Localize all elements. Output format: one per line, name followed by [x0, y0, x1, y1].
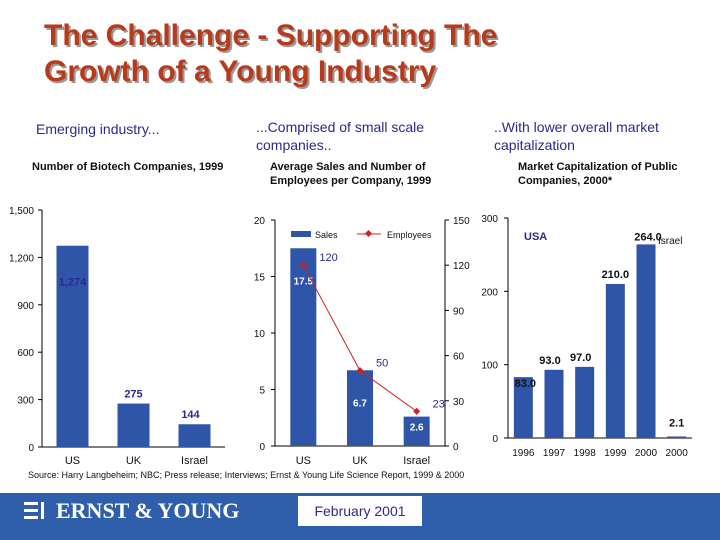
data-label: 275 — [124, 389, 142, 401]
y-right-tick-label: 0 — [453, 442, 459, 453]
bar-sales — [403, 416, 430, 446]
data-label: 97.0 — [570, 352, 591, 364]
y-tick-label: 300 — [481, 214, 498, 225]
y-right-tick-label: 120 — [453, 261, 470, 272]
point-employees — [356, 367, 364, 375]
data-label: 83.0 — [515, 378, 536, 390]
logo-mark-icon — [24, 502, 44, 519]
x-tick-label: 2000 — [666, 448, 689, 459]
y-right-tick-label: 30 — [453, 397, 465, 408]
bar — [513, 377, 533, 438]
y-tick-label: 100 — [481, 361, 498, 372]
y-tick-label: 600 — [17, 348, 34, 359]
panel-1-subheading: Number of Biotech Companies, 1999 — [32, 161, 224, 173]
y-right-tick-label: 150 — [453, 216, 470, 227]
data-label: 1,274 — [59, 277, 87, 289]
y-left-tick-label: 0 — [259, 442, 265, 453]
x-tick-label: 2000 — [635, 448, 658, 459]
x-tick-label: 1999 — [604, 448, 627, 459]
x-tick-label: 1996 — [512, 448, 535, 459]
y-left-tick-label: 15 — [254, 273, 266, 284]
y-tick-label: 1,500 — [9, 206, 34, 217]
panel-3-heading: ..With lower overall market capitalizati… — [494, 119, 659, 153]
panel-2-heading: ...Comprised of small scale companies.. — [256, 119, 425, 153]
x-tick-label: UK — [352, 455, 368, 467]
legend-marker-employees — [364, 229, 373, 238]
x-tick-label: 1998 — [574, 448, 597, 459]
x-tick-label: US — [65, 455, 80, 467]
x-tick-label: 1997 — [543, 448, 566, 459]
x-tick-label: UK — [126, 455, 142, 467]
panel-1-heading: Emerging industry... — [36, 121, 160, 137]
bar — [667, 436, 687, 438]
bar — [178, 424, 211, 447]
source-note: Source: Harry Langbeheim; NBC; Press rel… — [28, 470, 465, 480]
data-label: 2.1 — [669, 417, 684, 429]
y-tick-label: 0 — [492, 434, 498, 445]
point-employees — [413, 407, 421, 415]
title-line-1: The Challenge - Supporting The — [44, 19, 498, 52]
data-label-employees: 50 — [376, 358, 388, 370]
data-label: 93.0 — [539, 355, 560, 367]
chart-sales-employees: 0 5 10 15 20 0 30 60 90 120 150 Sales Employees US 17.… — [254, 216, 470, 467]
data-label-sales: 6.7 — [353, 398, 367, 409]
data-label: 144 — [181, 409, 200, 421]
y-right-tick-label: 90 — [453, 306, 465, 317]
logo-text: ERNST & YOUNG — [56, 498, 240, 523]
legend-label-sales: Sales — [315, 230, 338, 240]
bar — [575, 366, 595, 438]
group-label-israel: Israel — [658, 236, 682, 247]
data-label-sales: 17.5 — [294, 276, 314, 287]
bar — [636, 244, 656, 438]
bar — [117, 403, 150, 447]
data-label: 210.0 — [602, 269, 630, 281]
y-left-tick-label: 5 — [259, 386, 265, 397]
panel-3-subheading: Market Capitalization of Public Companie… — [518, 161, 678, 187]
y-left-tick-label: 10 — [254, 329, 266, 340]
bar — [544, 369, 564, 438]
y-tick-label: 300 — [17, 396, 34, 407]
x-tick-label: Israel — [181, 455, 208, 467]
bar — [605, 284, 625, 438]
panel-2-subheading: Average Sales and Number of Employees pe… — [270, 161, 432, 187]
data-label: 264.0 — [634, 231, 662, 243]
y-tick-label: 1,200 — [9, 253, 34, 264]
legend-label-employees: Employees — [387, 230, 432, 240]
x-tick-label: Israel — [403, 455, 430, 467]
y-tick-label: 200 — [481, 287, 498, 298]
bar — [56, 245, 89, 447]
y-left-tick-label: 20 — [254, 216, 266, 227]
bar-sales — [347, 370, 373, 446]
y-tick-label: 900 — [17, 301, 34, 312]
company-logo: ERNST & YOUNG — [24, 496, 239, 526]
data-label-sales: 2.6 — [410, 423, 424, 434]
y-right-tick-label: 60 — [453, 352, 465, 363]
title-line-2: Growth of a Young Industry — [44, 55, 437, 88]
data-label-employees: 120 — [319, 252, 337, 264]
chart-market-cap: 0 100 200 300 1996 83.0 1997 93.0 1998 97.0 1999 21… — [481, 214, 692, 459]
date-label: February 2001 — [298, 496, 422, 526]
x-tick-label: US — [296, 455, 311, 467]
legend-swatch-sales — [291, 231, 311, 237]
group-label-usa: USA — [524, 231, 547, 243]
y-tick-label: 0 — [28, 443, 34, 454]
data-label-employees: 23 — [433, 398, 445, 410]
slide-title: The Challenge - Supporting The Growth of… — [44, 18, 684, 90]
chart-biotech-companies: 0 300 600 900 1,200 1,500 US 1,274 UK 275 Israel 14… — [9, 206, 225, 467]
